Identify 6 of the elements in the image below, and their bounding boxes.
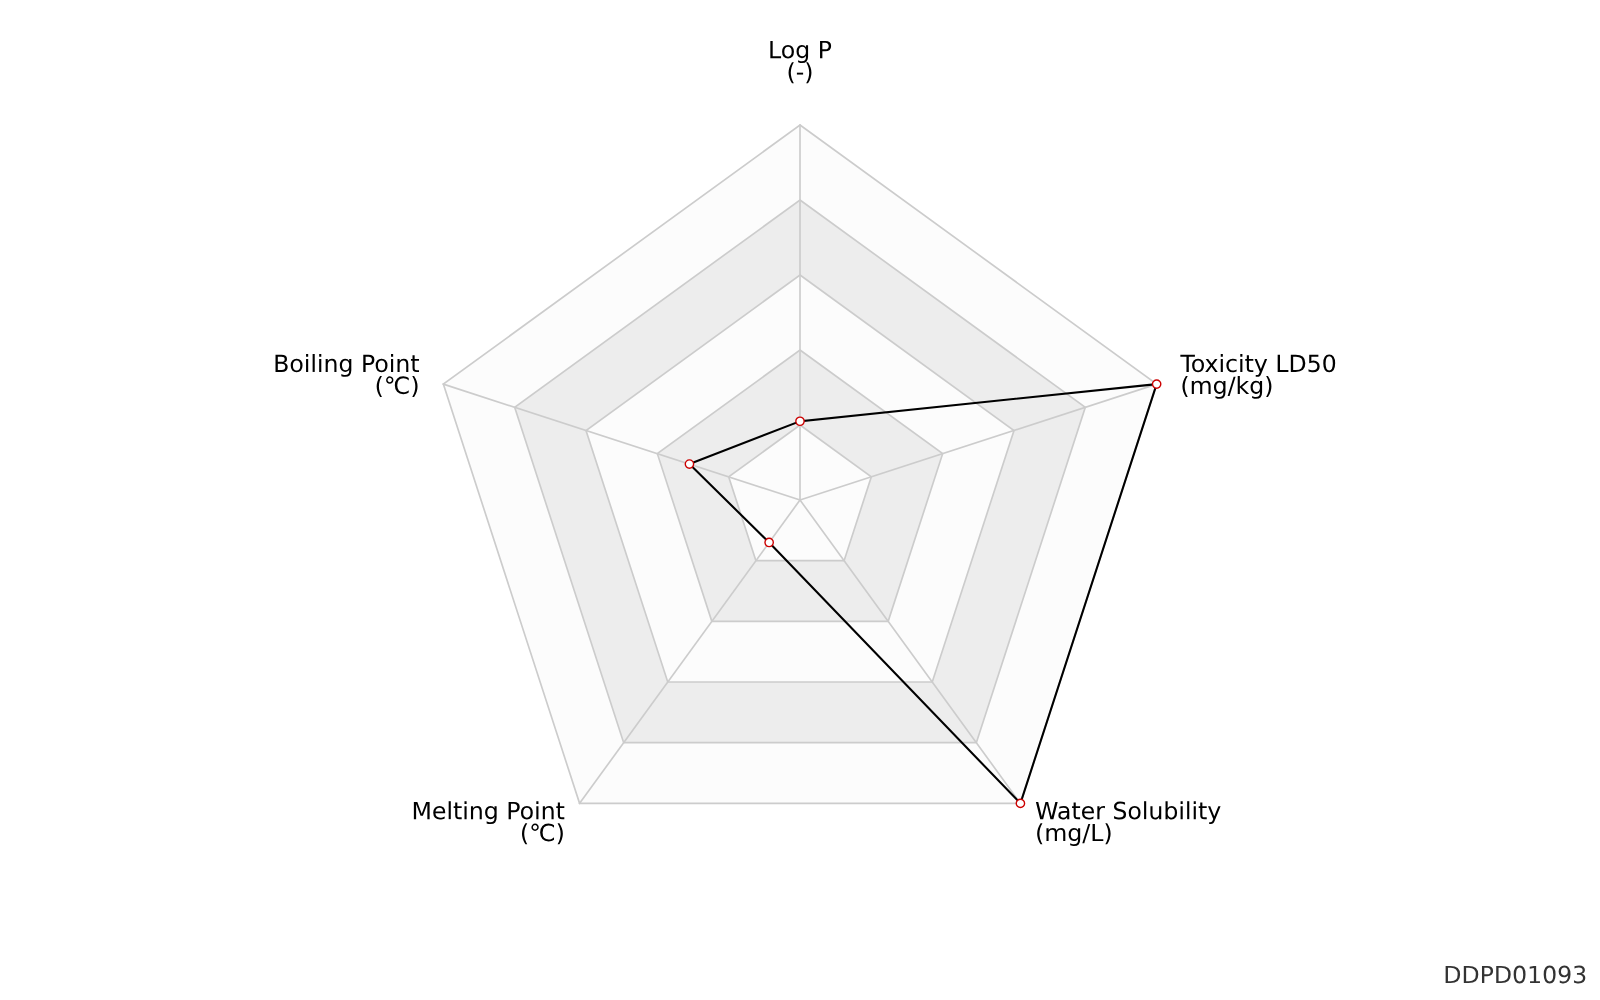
spoke-label: Log P (-) xyxy=(770,40,832,84)
spoke-label: Boiling Point (℃) xyxy=(275,353,420,397)
text: DDPD01093 xyxy=(1445,965,1586,984)
spoke-label: Toxicity LD50 (mg/kg) xyxy=(1180,353,1336,399)
spoke-label: Water Solubility (mg/L) xyxy=(1035,801,1221,847)
spoke-label: Melting Point (℃) xyxy=(413,801,565,845)
